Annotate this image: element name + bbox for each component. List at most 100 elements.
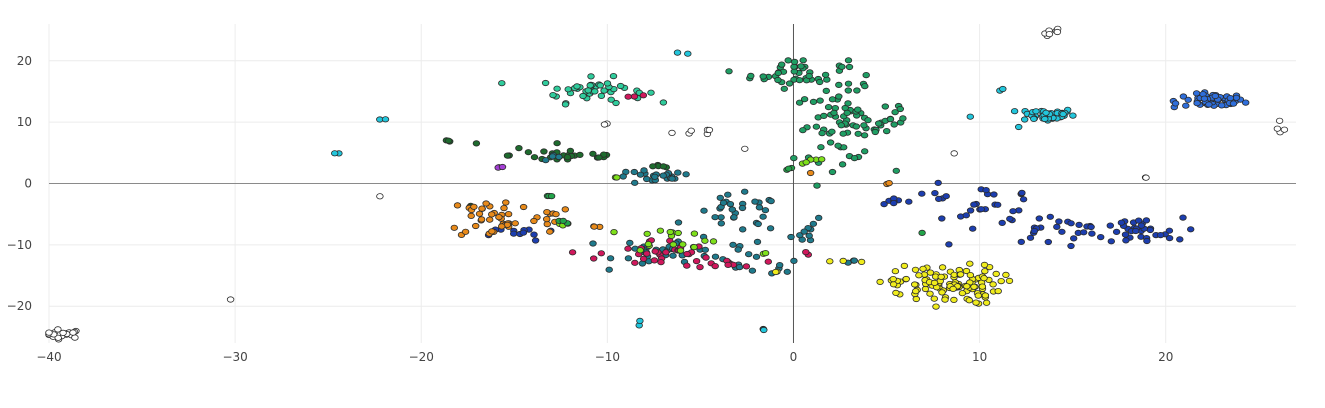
data-point: [778, 61, 786, 68]
data-point: [591, 88, 599, 95]
data-point: [692, 257, 701, 265]
y-tick-label: −20: [7, 299, 32, 313]
data-point: [724, 261, 732, 268]
data-point: [650, 257, 659, 264]
data-point: [990, 191, 998, 198]
data-point: [543, 216, 551, 223]
data-point: [977, 206, 985, 213]
data-point: [891, 109, 899, 116]
data-point: [624, 255, 633, 262]
data-point: [730, 214, 738, 221]
data-point: [965, 297, 973, 304]
data-point: [1217, 102, 1226, 109]
data-point: [639, 255, 648, 262]
data-point: [1176, 236, 1184, 243]
data-point: [547, 193, 556, 200]
data-point: [860, 122, 868, 129]
data-point: [1193, 100, 1201, 107]
data-point: [835, 81, 843, 89]
data-point: [587, 73, 595, 80]
data-point: [59, 329, 67, 336]
data-point: [597, 92, 606, 100]
data-point: [682, 171, 690, 178]
data-point: [515, 145, 523, 152]
data-point: [472, 222, 480, 230]
data-point: [892, 289, 900, 296]
data-point: [1058, 228, 1066, 235]
data-point: [761, 250, 770, 257]
data-point: [568, 249, 577, 256]
data-point: [828, 168, 837, 176]
data-point: [584, 87, 592, 94]
data-point: [942, 193, 950, 200]
data-point: [826, 139, 835, 146]
data-point: [603, 80, 612, 87]
data-point: [657, 259, 665, 266]
data-point: [918, 190, 926, 197]
data-point: [978, 283, 987, 290]
data-point: [759, 213, 767, 220]
data-point: [918, 229, 926, 236]
data-point: [980, 261, 989, 268]
data-point: [631, 259, 639, 266]
data-point: [966, 113, 974, 120]
x-tick-label: 20: [1158, 350, 1173, 364]
data-point: [938, 289, 946, 296]
data-point: [511, 220, 519, 227]
data-point: [844, 87, 852, 94]
data-point: [850, 155, 859, 162]
y-tick-label: 0: [24, 177, 32, 191]
data-point: [597, 250, 605, 257]
data-point: [915, 272, 923, 279]
data-point: [651, 248, 659, 255]
data-point: [890, 121, 898, 128]
data-point: [563, 154, 572, 161]
data-point: [524, 149, 533, 156]
data-point: [1019, 196, 1028, 203]
data-point: [673, 49, 682, 56]
data-point: [931, 190, 939, 197]
data-point: [1044, 238, 1052, 246]
data-point: [636, 317, 644, 324]
data-point: [982, 187, 990, 194]
data-point: [702, 254, 710, 261]
data-point: [444, 137, 453, 144]
data-point: [668, 129, 676, 136]
data-point: [616, 82, 625, 90]
data-point: [1179, 93, 1188, 100]
data-point: [674, 169, 682, 176]
data-point: [1146, 226, 1154, 234]
data-point: [1002, 271, 1010, 278]
data-point: [502, 199, 510, 206]
data-point: [595, 154, 603, 161]
data-point: [816, 97, 824, 104]
data-point: [69, 329, 77, 336]
data-point: [761, 207, 770, 214]
data-point: [902, 275, 910, 283]
data-point: [1096, 234, 1105, 241]
data-point: [549, 92, 557, 99]
data-point: [624, 245, 632, 252]
data-point: [759, 73, 767, 80]
data-point: [607, 96, 615, 103]
data-point: [799, 57, 807, 64]
data-point: [972, 299, 980, 306]
data-point: [854, 130, 862, 137]
data-point: [1241, 99, 1250, 106]
data-point: [676, 247, 685, 254]
data-point: [751, 198, 759, 205]
y-tick-label: −10: [7, 238, 32, 252]
data-point: [656, 227, 665, 234]
data-point: [813, 182, 821, 189]
data-point: [926, 290, 934, 297]
data-point: [890, 200, 898, 207]
data-point: [540, 148, 548, 155]
data-point: [799, 127, 807, 134]
data-point: [805, 72, 813, 80]
data-point: [666, 228, 674, 236]
data-point: [613, 174, 621, 181]
data-point: [881, 103, 889, 110]
data-point: [649, 163, 657, 170]
data-point: [1117, 219, 1126, 226]
